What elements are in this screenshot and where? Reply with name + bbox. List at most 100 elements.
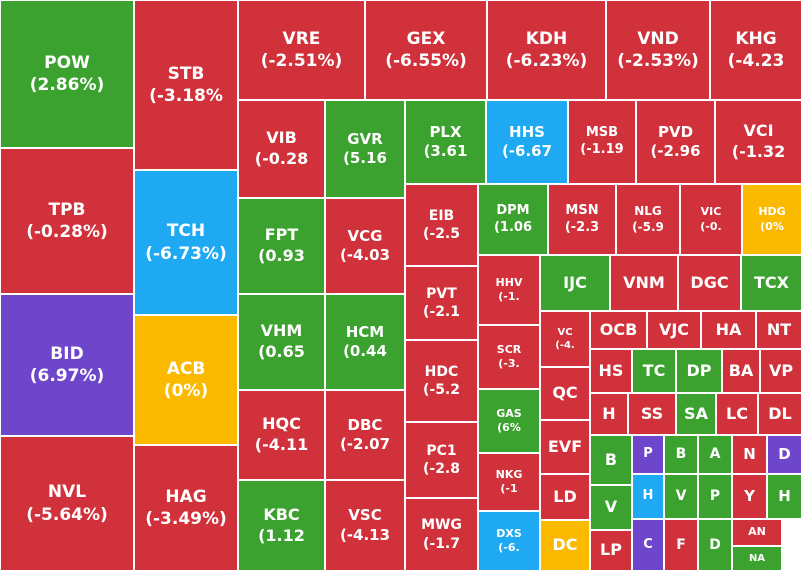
tile-msb[interactable]: MSB (-1.19 bbox=[568, 100, 636, 184]
tile-vc[interactable]: VC (-4. bbox=[540, 311, 590, 367]
tile-symbol: VJC bbox=[658, 319, 690, 339]
tile-h[interactable]: H bbox=[632, 474, 664, 519]
tile-d[interactable]: D bbox=[767, 435, 802, 474]
tile-dgc[interactable]: DGC bbox=[678, 255, 741, 311]
tile-lc[interactable]: LC bbox=[716, 393, 758, 435]
tile-hqc[interactable]: HQC (-4.11 bbox=[238, 390, 325, 480]
tile-v[interactable]: V bbox=[590, 485, 632, 530]
tile-fpt[interactable]: FPT (0.93 bbox=[238, 198, 325, 294]
tile-eib[interactable]: EIB (-2.5 bbox=[405, 184, 478, 266]
tile-symbol: SCR bbox=[496, 342, 522, 356]
tile-acb[interactable]: ACB (0%) bbox=[134, 315, 238, 445]
tile-hdg[interactable]: HDG (0% bbox=[742, 184, 802, 255]
tile-change: (-1.32 bbox=[731, 142, 786, 161]
tile-change: (-5.64%) bbox=[26, 504, 108, 525]
tile-n[interactable]: N bbox=[732, 435, 767, 474]
tile-symbol: DBC bbox=[347, 415, 383, 434]
tile-h[interactable]: H bbox=[590, 393, 628, 435]
tile-tcx[interactable]: TCX bbox=[741, 255, 802, 311]
tile-vnm[interactable]: VNM bbox=[610, 255, 678, 311]
tile-ss[interactable]: SS bbox=[628, 393, 676, 435]
tile-symbol: QC bbox=[552, 383, 578, 403]
tile-plx[interactable]: PLX (3.61 bbox=[405, 100, 486, 184]
tile-gas[interactable]: GAS (6% bbox=[478, 389, 540, 453]
tile-symbol: MSB bbox=[585, 125, 619, 141]
tile-kdh[interactable]: KDH (-6.23%) bbox=[487, 0, 606, 100]
tile-b[interactable]: B bbox=[664, 435, 698, 474]
tile-symbol: AN bbox=[748, 525, 766, 539]
tile-dpm[interactable]: DPM (1.06 bbox=[478, 184, 548, 255]
tile-vre[interactable]: VRE (-2.51%) bbox=[238, 0, 365, 100]
tile-dxs[interactable]: DXS (-6. bbox=[478, 511, 540, 571]
tile-vnd[interactable]: VND (-2.53%) bbox=[606, 0, 710, 100]
tile-a[interactable]: A bbox=[698, 435, 732, 474]
tile-hs[interactable]: HS bbox=[590, 349, 632, 393]
tile-v[interactable]: V bbox=[664, 474, 698, 519]
tile-dl[interactable]: DL bbox=[758, 393, 802, 435]
tile-vic[interactable]: VIC (-0. bbox=[680, 184, 742, 255]
tile-evf[interactable]: EVF bbox=[540, 420, 590, 474]
tile-tc[interactable]: TC bbox=[632, 349, 676, 393]
tile-tpb[interactable]: TPB (-0.28%) bbox=[0, 148, 134, 294]
tile-gex[interactable]: GEX (-6.55%) bbox=[365, 0, 487, 100]
tile-vp[interactable]: VP bbox=[760, 349, 802, 393]
tile-dbc[interactable]: DBC (-2.07 bbox=[325, 390, 405, 480]
tile-nlg[interactable]: NLG (-5.9 bbox=[616, 184, 680, 255]
tile-an[interactable]: AN bbox=[732, 519, 782, 546]
tile-dc[interactable]: DC bbox=[540, 520, 590, 571]
tile-khg[interactable]: KHG (-4.23 bbox=[710, 0, 802, 100]
tile-vcg[interactable]: VCG (-4.03 bbox=[325, 198, 405, 294]
tile-symbol: IJC bbox=[563, 272, 587, 292]
tile-ocb[interactable]: OCB bbox=[590, 311, 647, 349]
tile-hhs[interactable]: HHS (-6.67 bbox=[486, 100, 568, 184]
tile-vhm[interactable]: VHM (0.65 bbox=[238, 294, 325, 390]
tile-ha[interactable]: HA bbox=[701, 311, 756, 349]
tile-vib[interactable]: VIB (-0.28 bbox=[238, 100, 325, 198]
tile-vjc[interactable]: VJC bbox=[647, 311, 701, 349]
tile-b[interactable]: B bbox=[590, 435, 632, 485]
tile-nt[interactable]: NT bbox=[756, 311, 802, 349]
tile-f[interactable]: F bbox=[664, 519, 698, 571]
tile-tch[interactable]: TCH (-6.73%) bbox=[134, 170, 238, 315]
tile-vci[interactable]: VCI (-1.32 bbox=[715, 100, 802, 184]
tile-h[interactable]: H bbox=[767, 474, 802, 519]
tile-vsc[interactable]: VSC (-4.13 bbox=[325, 480, 405, 571]
tile-nvl[interactable]: NVL (-5.64%) bbox=[0, 436, 134, 571]
tile-ba[interactable]: BA bbox=[722, 349, 760, 393]
tile-text: GEX (-6.55%) bbox=[385, 28, 467, 72]
tile-gvr[interactable]: GVR (5.16 bbox=[325, 100, 405, 198]
tile-change: (-6.23%) bbox=[505, 51, 588, 71]
tile-y[interactable]: Y bbox=[732, 474, 767, 519]
tile-hdc[interactable]: HDC (-5.2 bbox=[405, 340, 478, 422]
tile-lp[interactable]: LP bbox=[590, 530, 632, 571]
tile-pvd[interactable]: PVD (-2.96 bbox=[636, 100, 715, 184]
tile-stb[interactable]: STB (-3.18% bbox=[134, 0, 238, 170]
tile-na[interactable]: NA bbox=[732, 546, 782, 571]
tile-d[interactable]: D bbox=[698, 519, 732, 571]
tile-p[interactable]: P bbox=[632, 435, 664, 474]
tile-pow[interactable]: POW (2.86%) bbox=[0, 0, 134, 148]
tile-dp[interactable]: DP bbox=[676, 349, 722, 393]
tile-qc[interactable]: QC bbox=[540, 367, 590, 420]
tile-mwg[interactable]: MWG (-1.7 bbox=[405, 498, 478, 571]
tile-pvt[interactable]: PVT (-2.1 bbox=[405, 266, 478, 340]
tile-bid[interactable]: BID (6.97%) bbox=[0, 294, 134, 436]
tile-text: TCX bbox=[754, 273, 789, 294]
tile-text: QC bbox=[552, 383, 577, 404]
tile-hcm[interactable]: HCM (0.44 bbox=[325, 294, 405, 390]
tile-ld[interactable]: LD bbox=[540, 474, 590, 520]
tile-symbol: VHM bbox=[260, 321, 303, 341]
tile-text: VJC bbox=[659, 320, 689, 341]
tile-hag[interactable]: HAG (-3.49%) bbox=[134, 445, 238, 571]
tile-sa[interactable]: SA bbox=[676, 393, 716, 435]
tile-nkg[interactable]: NKG (-1 bbox=[478, 453, 540, 511]
tile-hhv[interactable]: HHV (-1. bbox=[478, 255, 540, 325]
tile-scr[interactable]: SCR (-3. bbox=[478, 325, 540, 389]
tile-msn[interactable]: MSN (-2.3 bbox=[548, 184, 616, 255]
tile-kbc[interactable]: KBC (1.12 bbox=[238, 480, 325, 571]
tile-symbol: VNM bbox=[623, 272, 665, 292]
tile-ijc[interactable]: IJC bbox=[540, 255, 610, 311]
tile-c[interactable]: C bbox=[632, 519, 664, 571]
tile-p[interactable]: P bbox=[698, 474, 732, 519]
tile-pc1[interactable]: PC1 (-2.8 bbox=[405, 422, 478, 498]
